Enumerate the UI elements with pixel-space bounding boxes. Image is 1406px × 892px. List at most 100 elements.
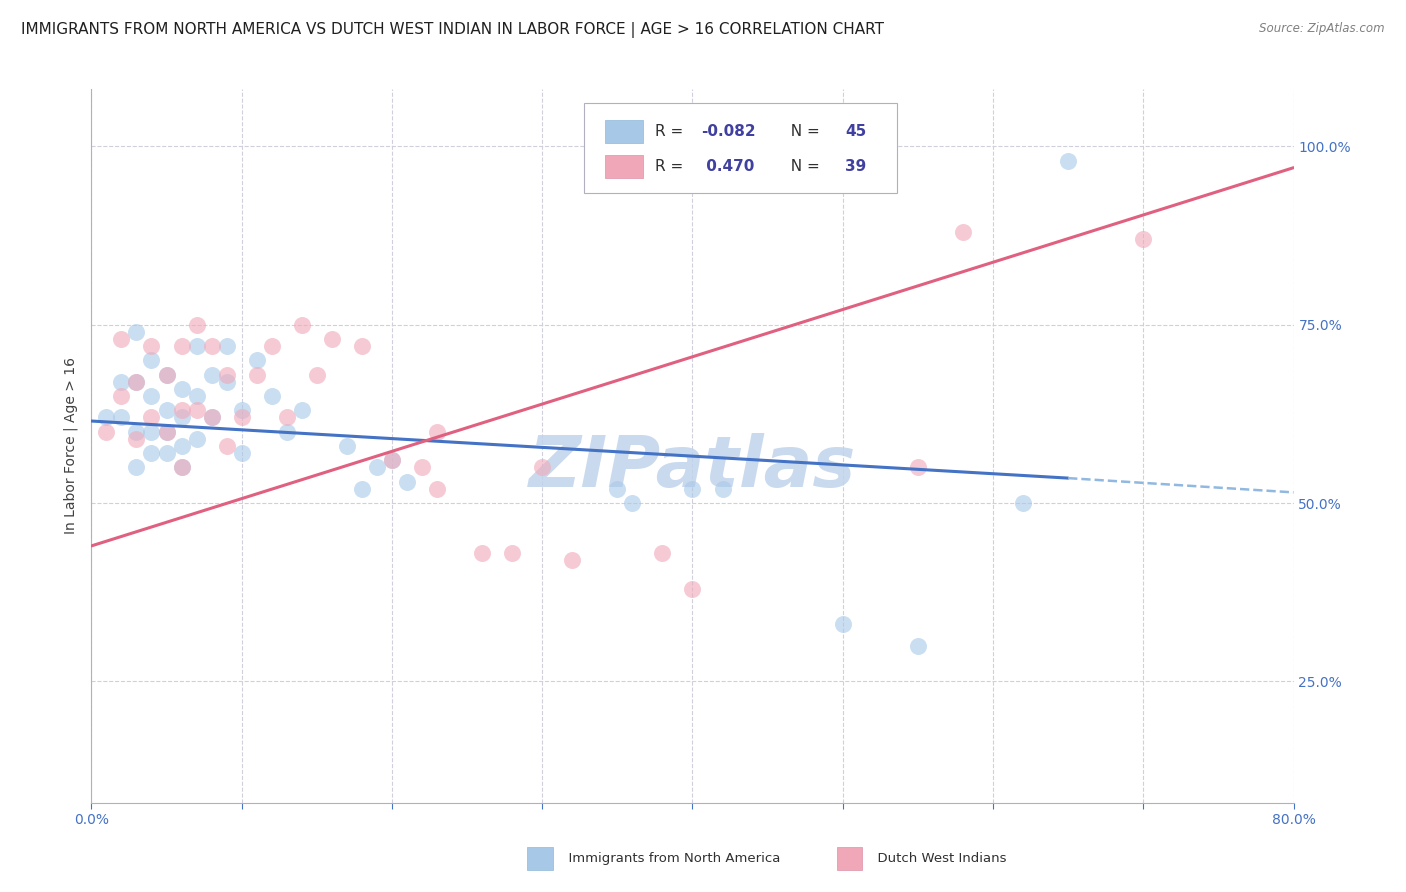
Point	[110, 389, 132, 403]
Point	[170, 439, 193, 453]
Point	[186, 339, 208, 353]
FancyBboxPatch shape	[527, 847, 553, 870]
Point	[231, 446, 253, 460]
Point	[952, 225, 974, 239]
Point	[231, 410, 253, 425]
Point	[681, 482, 703, 496]
Text: -0.082: -0.082	[700, 124, 755, 139]
Text: N =: N =	[782, 124, 825, 139]
Point	[155, 446, 177, 460]
Point	[201, 339, 224, 353]
Point	[125, 425, 148, 439]
Point	[155, 368, 177, 382]
Point	[831, 617, 853, 632]
Point	[170, 460, 193, 475]
Point	[651, 546, 673, 560]
Text: 45: 45	[845, 124, 866, 139]
Point	[260, 389, 283, 403]
Point	[201, 410, 224, 425]
Point	[215, 368, 238, 382]
Point	[711, 482, 734, 496]
Point	[125, 460, 148, 475]
Point	[907, 639, 929, 653]
Point	[215, 375, 238, 389]
Point	[141, 410, 163, 425]
Point	[155, 425, 177, 439]
Point	[246, 368, 269, 382]
Point	[186, 403, 208, 417]
Text: Immigrants from North America: Immigrants from North America	[560, 852, 780, 865]
FancyBboxPatch shape	[585, 103, 897, 193]
Point	[215, 339, 238, 353]
Point	[411, 460, 433, 475]
Text: IMMIGRANTS FROM NORTH AMERICA VS DUTCH WEST INDIAN IN LABOR FORCE | AGE > 16 COR: IMMIGRANTS FROM NORTH AMERICA VS DUTCH W…	[21, 22, 884, 38]
Point	[426, 482, 449, 496]
Point	[321, 332, 343, 346]
Point	[155, 425, 177, 439]
Point	[336, 439, 359, 453]
Point	[170, 460, 193, 475]
Point	[201, 410, 224, 425]
Point	[155, 368, 177, 382]
Point	[606, 482, 628, 496]
Point	[170, 339, 193, 353]
Point	[1132, 232, 1154, 246]
Point	[170, 382, 193, 396]
Point	[186, 389, 208, 403]
Point	[96, 425, 118, 439]
Point	[215, 439, 238, 453]
Point	[501, 546, 523, 560]
Point	[141, 446, 163, 460]
Point	[125, 375, 148, 389]
Point	[246, 353, 269, 368]
Point	[276, 425, 298, 439]
FancyBboxPatch shape	[605, 120, 643, 143]
Point	[305, 368, 328, 382]
Text: Dutch West Indians: Dutch West Indians	[869, 852, 1007, 865]
Point	[231, 403, 253, 417]
Text: ZIPatlas: ZIPatlas	[529, 433, 856, 502]
Point	[395, 475, 418, 489]
Point	[125, 432, 148, 446]
Point	[291, 403, 314, 417]
Point	[291, 318, 314, 332]
Point	[186, 318, 208, 332]
Point	[561, 553, 583, 567]
Point	[201, 368, 224, 382]
Point	[426, 425, 449, 439]
Point	[96, 410, 118, 425]
Point	[110, 375, 132, 389]
Y-axis label: In Labor Force | Age > 16: In Labor Force | Age > 16	[63, 358, 79, 534]
Point	[276, 410, 298, 425]
Text: R =: R =	[655, 124, 689, 139]
Text: N =: N =	[782, 159, 825, 174]
Point	[531, 460, 554, 475]
Text: 0.470: 0.470	[700, 159, 754, 174]
Text: Source: ZipAtlas.com: Source: ZipAtlas.com	[1260, 22, 1385, 36]
Point	[381, 453, 404, 467]
Point	[170, 410, 193, 425]
Point	[155, 403, 177, 417]
Point	[366, 460, 388, 475]
Point	[381, 453, 404, 467]
Point	[1012, 496, 1035, 510]
Point	[110, 410, 132, 425]
Point	[621, 496, 644, 510]
Point	[141, 353, 163, 368]
Point	[141, 389, 163, 403]
Point	[170, 403, 193, 417]
Point	[350, 482, 373, 496]
Point	[471, 546, 494, 560]
Point	[260, 339, 283, 353]
Point	[141, 339, 163, 353]
Text: 39: 39	[845, 159, 866, 174]
Point	[907, 460, 929, 475]
FancyBboxPatch shape	[605, 154, 643, 178]
Point	[1057, 153, 1080, 168]
Point	[141, 425, 163, 439]
Text: R =: R =	[655, 159, 689, 174]
FancyBboxPatch shape	[837, 847, 862, 870]
Point	[350, 339, 373, 353]
Point	[186, 432, 208, 446]
Point	[681, 582, 703, 596]
